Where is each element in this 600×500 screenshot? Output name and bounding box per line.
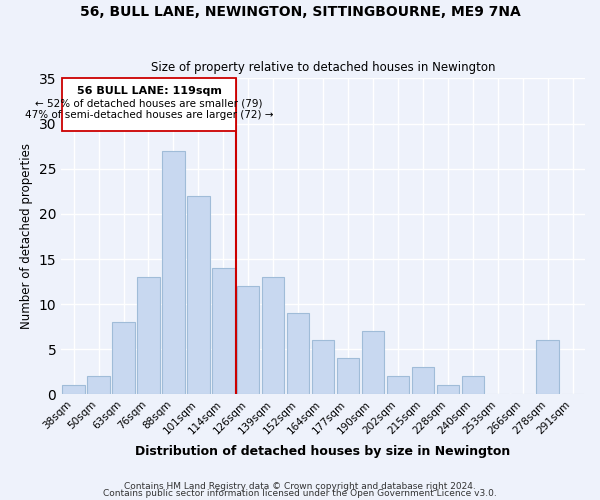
- Title: Size of property relative to detached houses in Newington: Size of property relative to detached ho…: [151, 62, 496, 74]
- Bar: [62, 386, 85, 394]
- Bar: [337, 358, 359, 394]
- Text: 56 BULL LANE: 119sqm: 56 BULL LANE: 119sqm: [77, 86, 221, 96]
- Bar: [536, 340, 559, 394]
- FancyBboxPatch shape: [62, 78, 236, 131]
- Bar: [461, 376, 484, 394]
- Text: 56, BULL LANE, NEWINGTON, SITTINGBOURNE, ME9 7NA: 56, BULL LANE, NEWINGTON, SITTINGBOURNE,…: [80, 5, 520, 19]
- Bar: [412, 368, 434, 394]
- Bar: [162, 150, 185, 394]
- Text: ← 52% of detached houses are smaller (79): ← 52% of detached houses are smaller (79…: [35, 98, 263, 108]
- Bar: [437, 386, 459, 394]
- Bar: [387, 376, 409, 394]
- Bar: [212, 268, 235, 394]
- Text: Contains public sector information licensed under the Open Government Licence v3: Contains public sector information licen…: [103, 490, 497, 498]
- Bar: [88, 376, 110, 394]
- Bar: [112, 322, 135, 394]
- Y-axis label: Number of detached properties: Number of detached properties: [20, 144, 33, 330]
- Bar: [362, 331, 384, 394]
- Bar: [237, 286, 259, 395]
- Bar: [312, 340, 334, 394]
- X-axis label: Distribution of detached houses by size in Newington: Distribution of detached houses by size …: [136, 444, 511, 458]
- Text: Contains HM Land Registry data © Crown copyright and database right 2024.: Contains HM Land Registry data © Crown c…: [124, 482, 476, 491]
- Text: 47% of semi-detached houses are larger (72) →: 47% of semi-detached houses are larger (…: [25, 110, 274, 120]
- Bar: [187, 196, 209, 394]
- Bar: [137, 277, 160, 394]
- Bar: [287, 313, 310, 394]
- Bar: [262, 277, 284, 394]
